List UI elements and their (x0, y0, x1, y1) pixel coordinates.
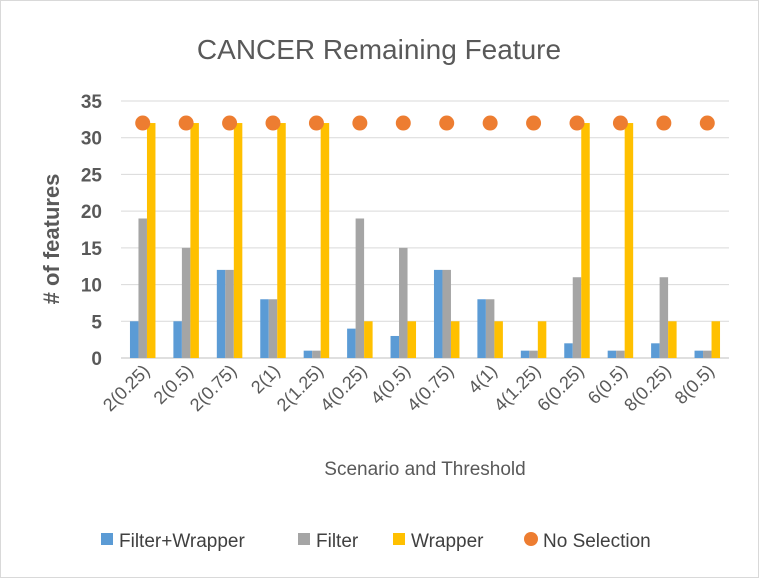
bar (390, 335, 400, 358)
legend-label: Wrapper (411, 531, 484, 552)
x-tick-label: 6(0.25) (533, 361, 587, 415)
marker-point (178, 115, 194, 131)
bar (225, 269, 234, 358)
bar (146, 123, 156, 359)
legend-label: Filter+Wrapper (119, 531, 246, 552)
marker-point (222, 115, 238, 131)
x-tick-label: 4(0.25) (316, 361, 370, 415)
marker-point (699, 115, 715, 131)
bar (668, 321, 677, 358)
bar (607, 350, 617, 358)
legend-swatch (393, 533, 405, 545)
bar (494, 321, 503, 358)
marker-point (526, 115, 542, 131)
gridlines (121, 100, 729, 359)
bar (216, 269, 226, 358)
bar (129, 321, 139, 358)
marker-point (135, 115, 151, 131)
bar (233, 123, 243, 359)
y-axis-label: # of features (39, 174, 64, 305)
bar (477, 299, 486, 358)
bar (485, 299, 495, 358)
bar (442, 269, 451, 358)
marker-point (482, 115, 498, 131)
bar (268, 299, 278, 358)
bar (320, 123, 330, 359)
bar (260, 299, 269, 358)
bar (572, 277, 582, 358)
bar (537, 321, 547, 358)
bar (616, 350, 625, 358)
bar (433, 269, 443, 358)
marker-point (352, 115, 368, 131)
y-tick-label: 0 (91, 349, 102, 370)
bar (190, 123, 199, 359)
bar (277, 123, 286, 359)
marker-point (265, 115, 281, 131)
marker-point (612, 115, 628, 131)
y-tick-label: 15 (81, 239, 103, 260)
bar (564, 343, 573, 358)
marker-point (308, 115, 324, 131)
x-tick-label: 2(0.25) (99, 361, 153, 415)
bar (407, 321, 417, 358)
bar (399, 247, 408, 358)
bar (303, 350, 313, 358)
marker-point (395, 115, 411, 131)
x-tick-label: 4(1.25) (490, 361, 544, 415)
bar (659, 277, 669, 358)
legend-swatch (524, 532, 538, 546)
x-tick-label: 4(1) (464, 361, 501, 398)
bar (651, 343, 660, 358)
marker-point (656, 115, 672, 131)
x-tick-label: 4(0.75) (403, 361, 457, 415)
y-tick-label: 5 (91, 312, 102, 333)
x-tick-label: 8(0.5) (671, 361, 718, 408)
bar (703, 350, 712, 358)
y-tick-label: 25 (81, 165, 103, 186)
x-axis-label: Scenario and Threshold (324, 459, 525, 480)
x-tick-label: 2(0.75) (186, 361, 240, 415)
marker-point (569, 115, 585, 131)
x-axis-ticks: 2(0.25)2(0.5)2(0.75) 2(1)2(1.25)4(0.25)4(… (99, 361, 718, 415)
bar (364, 321, 373, 358)
x-tick-label: 8(0.25) (620, 361, 674, 415)
bar (694, 350, 704, 358)
y-axis-ticks: 0 5 10 15 20 25 30 35 (81, 92, 103, 370)
chart-title: CANCER Remaining Feature (197, 34, 561, 65)
bar (347, 328, 356, 358)
bar (624, 123, 634, 359)
x-tick-label: 2(1) (247, 361, 284, 398)
y-tick-label: 20 (81, 202, 102, 223)
bar (450, 321, 460, 358)
bar (355, 218, 365, 358)
bar (312, 350, 321, 358)
y-tick-label: 10 (81, 276, 102, 297)
bar (711, 321, 721, 358)
legend: Filter+Wrapper Filter Wrapper No Selection (101, 531, 651, 552)
y-tick-label: 30 (81, 129, 102, 150)
markers (135, 115, 715, 131)
bar (173, 321, 182, 358)
bars (129, 123, 721, 359)
legend-swatch (298, 533, 310, 545)
bar (581, 123, 590, 359)
bar (138, 218, 147, 358)
legend-swatch (101, 533, 113, 545)
bar (529, 350, 538, 358)
legend-label: No Selection (543, 531, 651, 552)
bar (520, 350, 530, 358)
marker-point (439, 115, 455, 131)
y-tick-label: 35 (81, 92, 103, 113)
legend-label: Filter (316, 531, 359, 552)
bar (181, 247, 191, 358)
x-tick-label: 2(1.25) (273, 361, 327, 415)
